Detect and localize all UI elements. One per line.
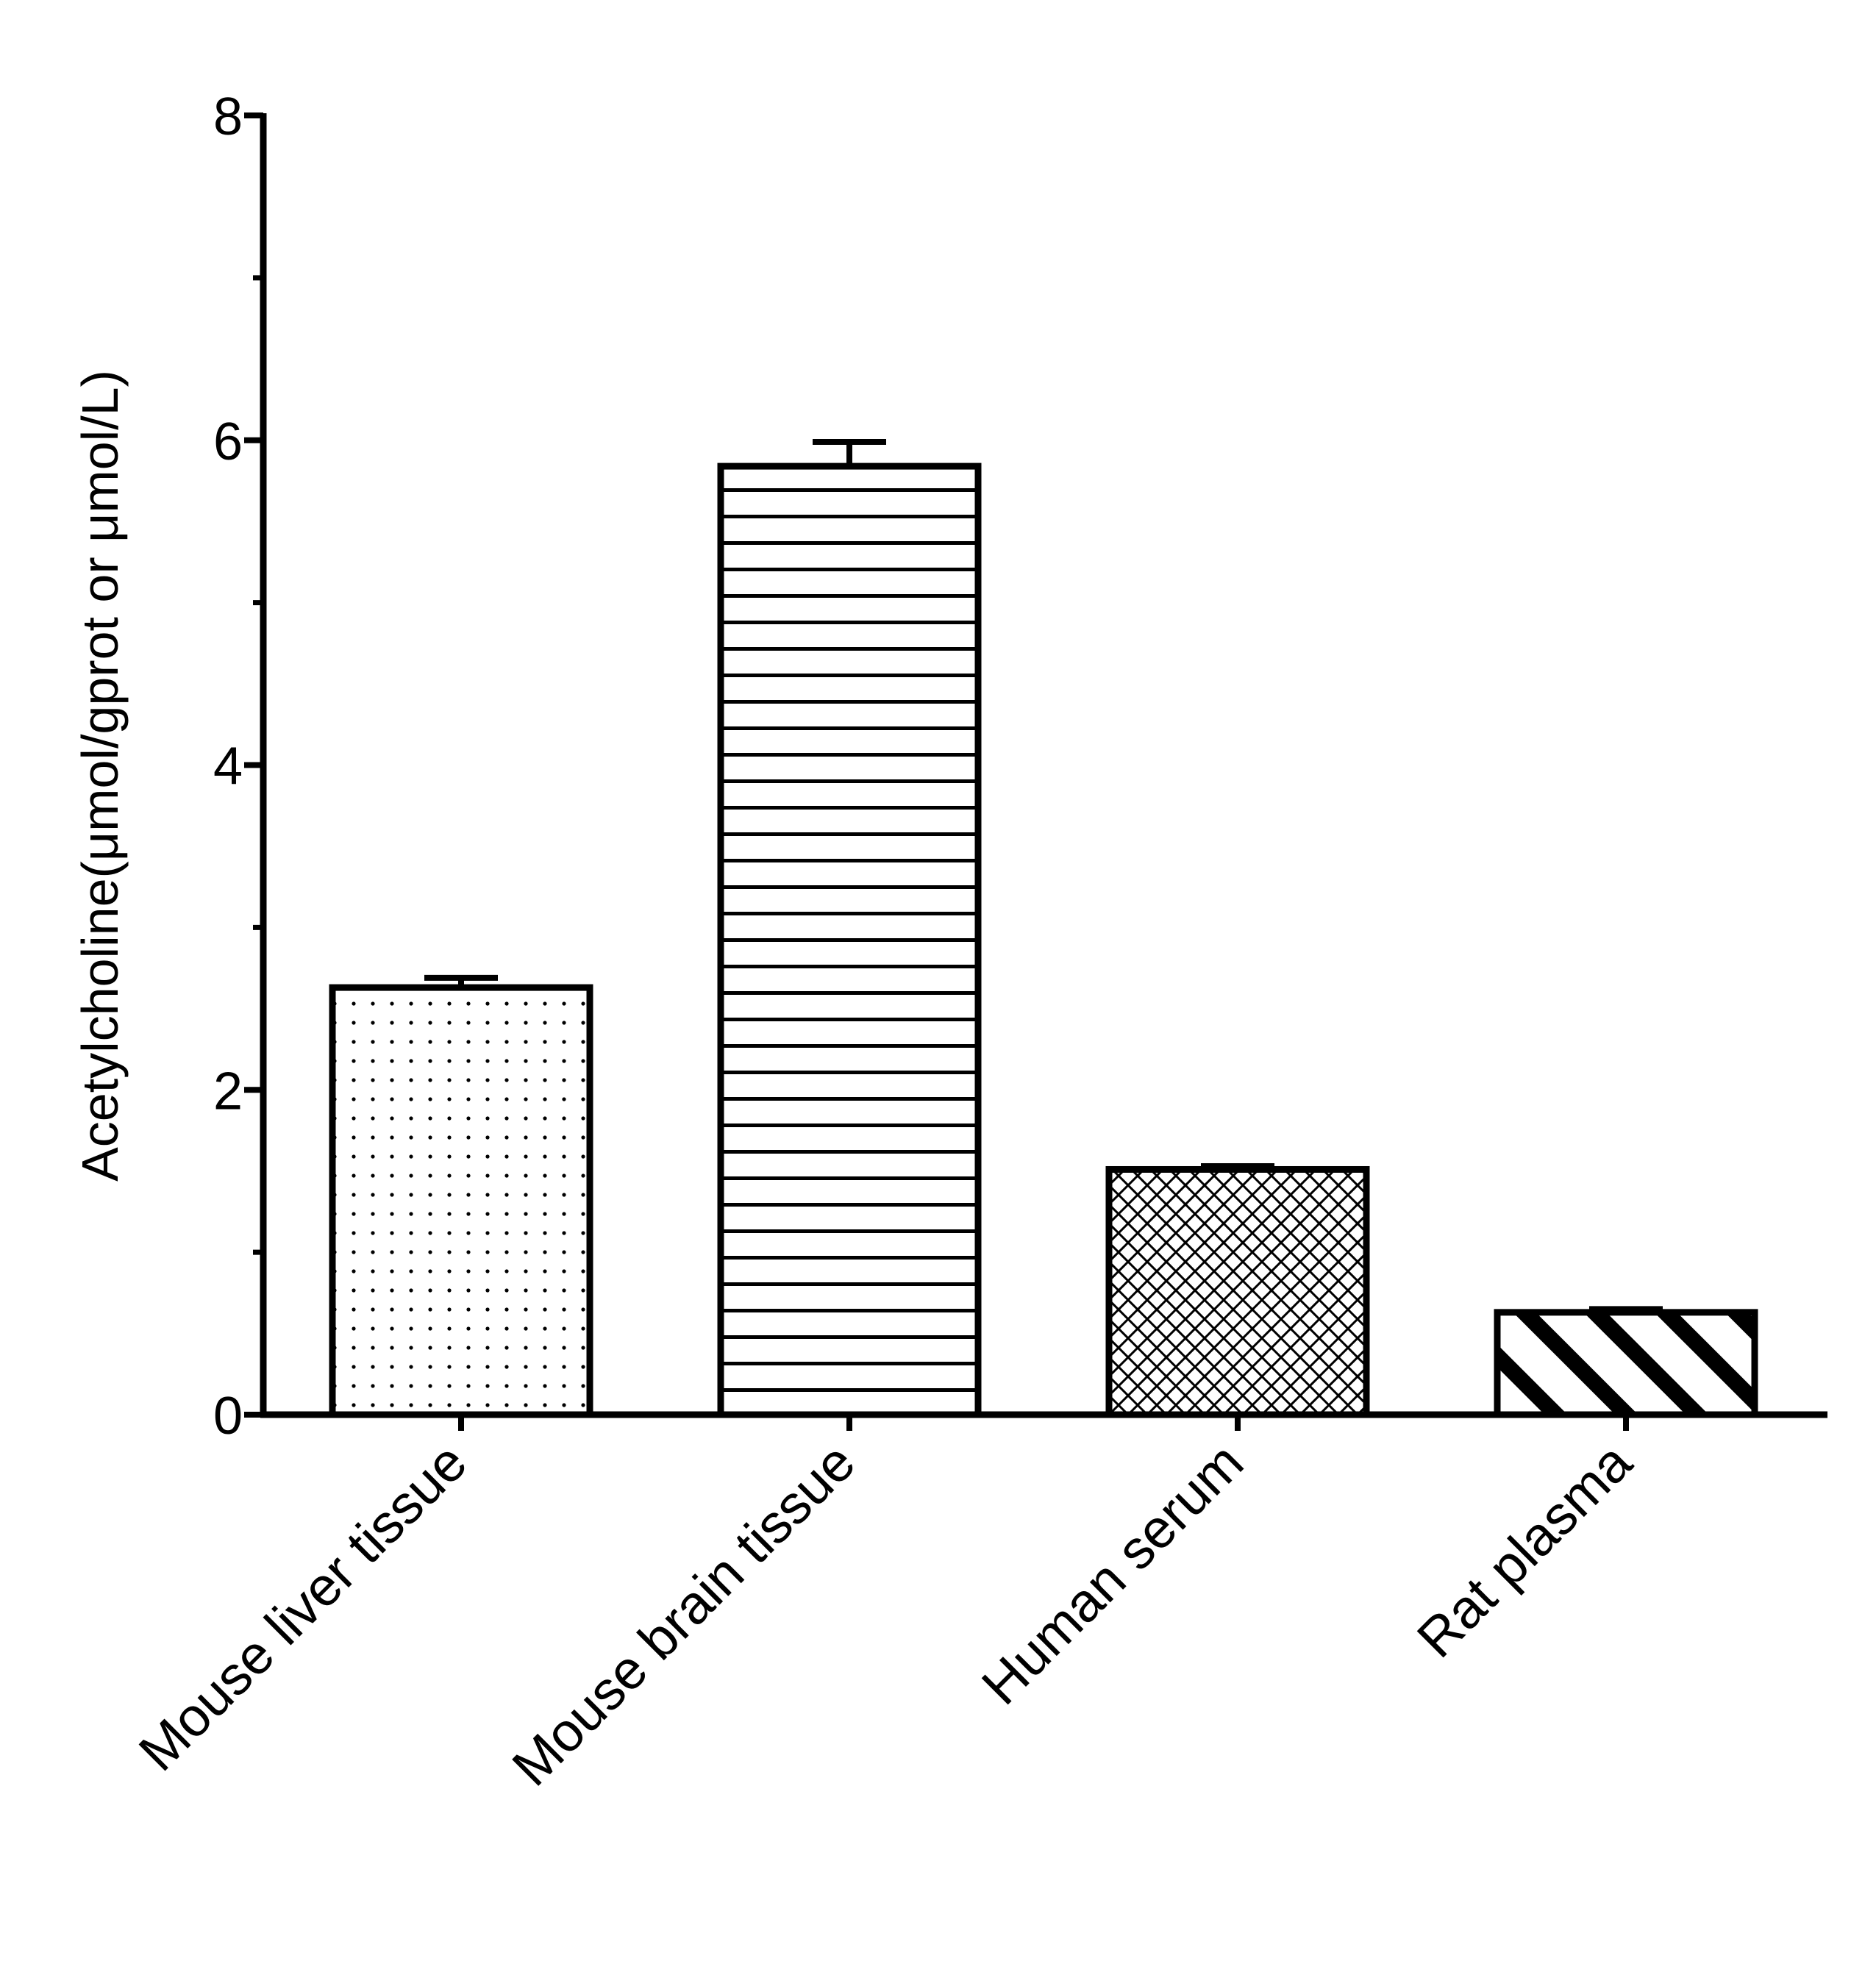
y-tick-label-4: 4	[213, 737, 243, 796]
y-axis-title: Acetylcholine(μmol/gprot or μmol/L)	[71, 370, 129, 1182]
x-tick-label-human-serum: Human serum	[970, 1432, 1255, 1716]
y-tick-label-6: 6	[213, 412, 243, 471]
y-tick-label-2: 2	[213, 1062, 243, 1121]
bar-human-serum	[1105, 1165, 1370, 1418]
x-tick-label-mouse-brain-tissue: Mouse brain tissue	[500, 1432, 866, 1798]
y-tick-label-0: 0	[213, 1387, 243, 1446]
bar-mouse-brain-tissue	[717, 462, 982, 1418]
y-axis: 0 2 4 6 8	[213, 87, 267, 1446]
bars-group	[329, 438, 1758, 1418]
x-tick-label-rat-plasma: Rat plasma	[1405, 1431, 1644, 1669]
y-tick-label-8: 8	[213, 87, 243, 146]
bar-mouse-liver-tissue	[329, 984, 593, 1418]
x-tick-label-mouse-liver-tissue: Mouse liver tissue	[127, 1432, 478, 1782]
bar-rat-plasma	[1494, 1309, 1758, 1418]
category-labels-group: Mouse liver tissue Mouse brain tissue Huma…	[127, 1431, 1644, 1797]
